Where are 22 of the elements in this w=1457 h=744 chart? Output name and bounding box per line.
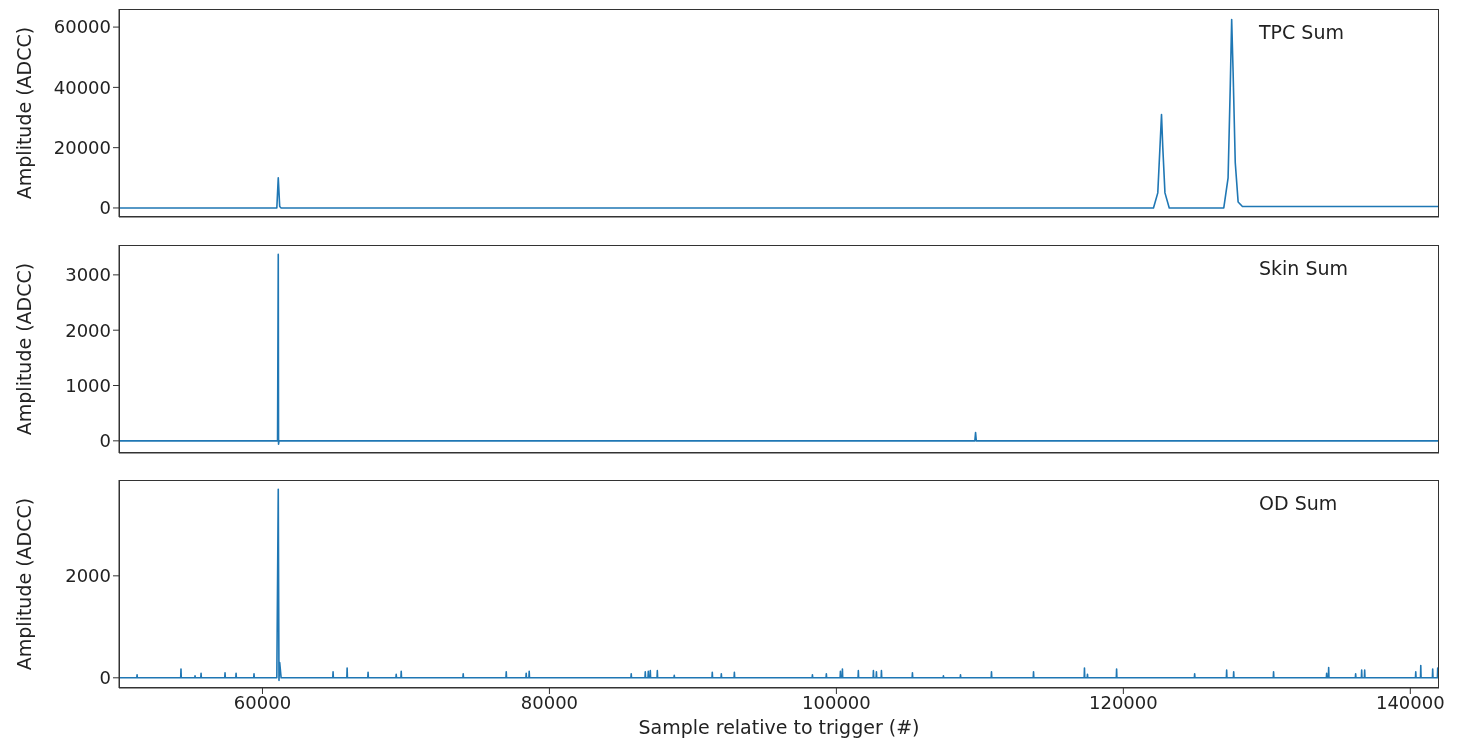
y-tick-label: 0 bbox=[99, 430, 111, 452]
x-axis-title: Sample relative to trigger (#) bbox=[638, 716, 920, 738]
x-tick-label: 60000 bbox=[233, 691, 292, 713]
x-tick-label: 80000 bbox=[520, 691, 579, 713]
annotation: OD Sum bbox=[1259, 492, 1338, 514]
y-tick-label: 20000 bbox=[53, 137, 111, 159]
y-tick-label: 2000 bbox=[65, 319, 111, 341]
y-axis-title: Amplitude (ADCC) bbox=[12, 497, 35, 671]
x-tick-label: 100000 bbox=[802, 691, 871, 713]
y-tick-label: 3000 bbox=[65, 264, 111, 286]
y-axis-title: Amplitude (ADCC) bbox=[12, 26, 35, 200]
y-tick-label: 2000 bbox=[65, 565, 111, 587]
y-tick-label: 1000 bbox=[65, 374, 111, 396]
annotation: TPC Sum bbox=[1259, 21, 1344, 43]
x-tick-label: 120000 bbox=[1088, 691, 1158, 713]
y-axis-title: Amplitude (ADCC) bbox=[12, 262, 35, 436]
y-tick-label: 40000 bbox=[53, 76, 111, 98]
x-tick-label: 140000 bbox=[1375, 691, 1445, 713]
y-tick-label: 60000 bbox=[53, 16, 111, 38]
y-tick-label: 0 bbox=[99, 667, 111, 689]
annotation: Skin Sum bbox=[1259, 257, 1349, 279]
y-tick-label: 0 bbox=[99, 197, 111, 219]
